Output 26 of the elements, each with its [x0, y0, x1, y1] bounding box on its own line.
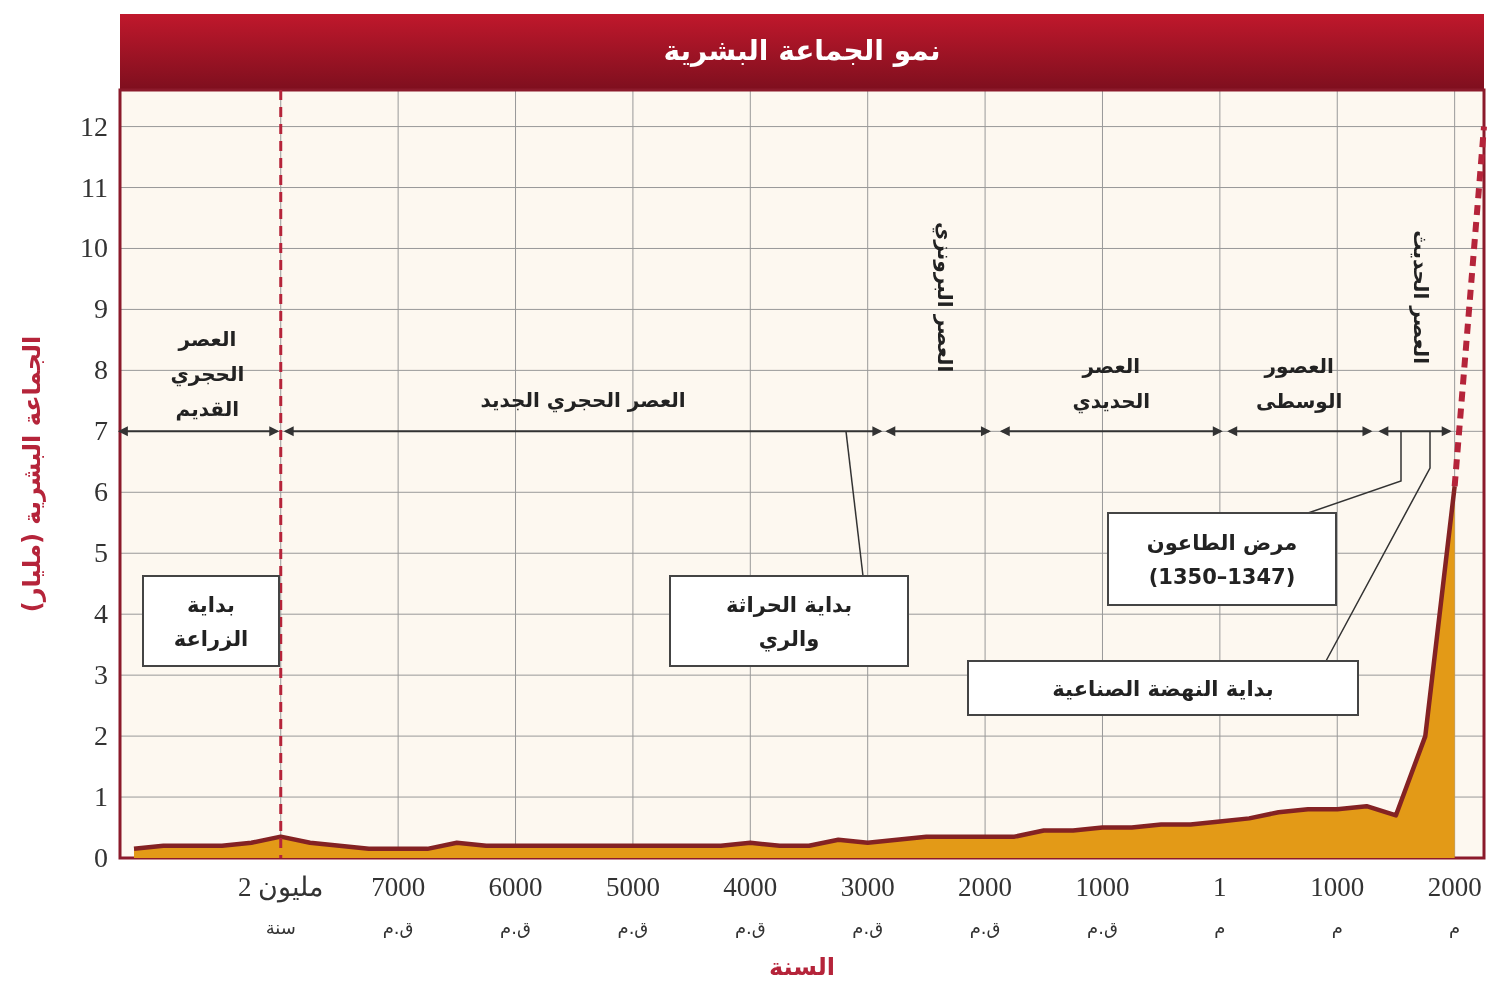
annotation: بداية الزراعة	[173, 593, 249, 651]
y-tick-label: 12	[80, 110, 108, 142]
y-tick-label: 9	[94, 293, 108, 325]
chart-title: نمو الجماعة البشرية	[663, 34, 941, 67]
annotation: العصر الحجري الجديد	[480, 387, 686, 413]
annotation: بداية الحراثة والري	[725, 593, 853, 652]
y-tick-label: 3	[94, 659, 108, 691]
y-tick-label: 0	[94, 842, 108, 873]
y-tick-label: 6	[94, 476, 108, 508]
annotation: العصر الحديث	[1408, 230, 1433, 365]
annotation: بداية النهضة الصناعية	[1052, 677, 1274, 701]
y-tick-label: 7	[94, 415, 108, 447]
x-tick-label: 2 مليون سنة	[238, 872, 324, 938]
y-tick-label: 8	[94, 354, 108, 386]
y-axis-title: الجماعة البشرية (مليار)	[18, 335, 46, 613]
y-tick-label: 5	[94, 537, 108, 569]
y-tick-label: 4	[94, 598, 108, 630]
y-tick-label: 2	[94, 720, 108, 752]
annotation: العصر البرونزي	[932, 222, 958, 373]
y-tick-label: 1	[94, 781, 108, 813]
annotation: العصور الوسطى	[1255, 354, 1343, 414]
annotation: العصر الحديدي	[1072, 354, 1151, 415]
x-axis-title: السنة	[768, 953, 836, 981]
annotation: العصر الحجري القديم	[170, 327, 245, 421]
y-tick-label: 10	[80, 232, 108, 264]
y-tick-label: 11	[81, 171, 108, 203]
